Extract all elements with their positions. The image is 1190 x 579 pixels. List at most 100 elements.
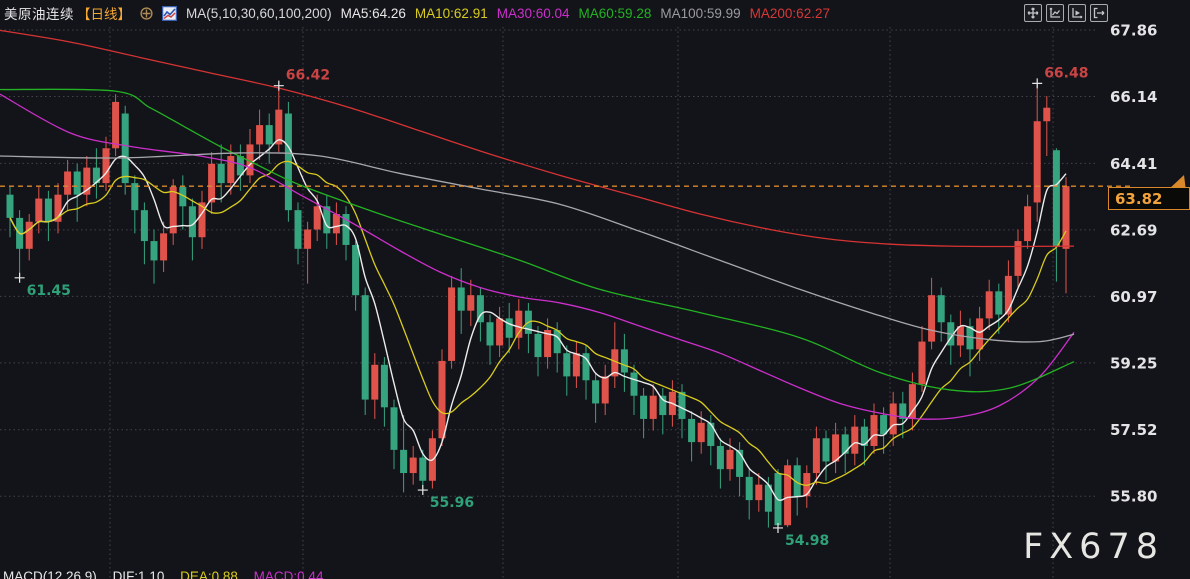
ma30-value: MA30:60.04 [496, 5, 570, 21]
candle [332, 214, 340, 234]
candle [1062, 186, 1070, 249]
candle [304, 229, 312, 249]
exit-panel-button[interactable] [1090, 4, 1108, 22]
candle [342, 214, 350, 245]
axis-tick-label: 59.25 [1110, 354, 1157, 372]
ma5-value: MA5:64.26 [340, 5, 406, 21]
candle [371, 364, 379, 400]
candle [870, 415, 878, 446]
candle [169, 186, 177, 234]
candle [640, 395, 648, 419]
extreme-cross-marker [14, 272, 25, 283]
candle [188, 206, 196, 238]
extreme-cross-marker [773, 522, 783, 533]
indicator-settings-icon[interactable] [140, 6, 153, 20]
axis-tick-label: 60.97 [1110, 288, 1157, 306]
candle [544, 330, 552, 358]
axis-tick-label: 57.52 [1110, 421, 1157, 439]
chart-type-icon[interactable] [162, 5, 177, 21]
candle [592, 380, 600, 404]
candle [160, 233, 168, 261]
candle [227, 156, 235, 184]
candle [112, 101, 120, 149]
candle [659, 395, 667, 416]
candle [649, 395, 657, 419]
period-label: 【日线】 [77, 7, 131, 22]
ma100-line [0, 152, 1075, 343]
candle [35, 198, 43, 222]
candle [563, 353, 571, 377]
candle [899, 403, 907, 419]
candle [1014, 241, 1022, 276]
ma5-line [9, 139, 1067, 502]
candle [476, 295, 484, 323]
candle [438, 360, 446, 439]
candle [419, 457, 427, 481]
ma10-value: MA10:62.91 [414, 5, 488, 21]
candle [985, 291, 993, 319]
chart-header: 美原油连续 【日线】 MA(5,10,30,60,100,200) MA5:64… [0, 0, 1190, 26]
candle [601, 376, 609, 404]
candle [515, 310, 523, 338]
candle [83, 167, 91, 195]
candle [409, 457, 417, 474]
candle [976, 318, 984, 350]
candle [6, 194, 14, 218]
candle [812, 438, 820, 474]
candle [764, 484, 772, 512]
candle [1043, 107, 1051, 122]
candle [275, 109, 283, 145]
candle [457, 287, 465, 311]
candle [889, 403, 897, 435]
axis-tick-label: 55.80 [1110, 488, 1157, 506]
indicator-footer: MACD(12,26,9) DIF:1.10 DEA:0.88 MACD:0.4… [3, 570, 335, 579]
candle [918, 341, 926, 385]
candle [54, 194, 62, 222]
candle [572, 353, 580, 377]
right-axis-chart-button[interactable] [1068, 4, 1086, 22]
candle [534, 333, 542, 358]
candle [937, 295, 945, 323]
candle [620, 349, 628, 373]
price-annotation: 54.98 [785, 533, 829, 549]
candle [841, 434, 849, 454]
candle [486, 322, 494, 346]
candle [256, 125, 264, 145]
candle [726, 449, 734, 470]
candle [217, 163, 225, 184]
candle [496, 318, 504, 346]
candle [553, 330, 561, 354]
dif-value: DIF:1.10 [112, 569, 165, 579]
candle [467, 295, 475, 311]
candle [880, 415, 888, 435]
watermark: FX678 [1023, 527, 1164, 567]
candle [361, 295, 369, 400]
candle [688, 418, 696, 443]
macd-settings-label: MACD(12,26,9) [3, 569, 97, 579]
candle [102, 148, 110, 184]
left-axis-chart-button[interactable] [1046, 4, 1064, 22]
candle [582, 353, 590, 381]
price-annotation: 66.48 [1044, 65, 1088, 81]
extreme-cross-marker [273, 80, 284, 91]
candle [265, 125, 273, 145]
candle [1024, 206, 1032, 242]
candle [716, 445, 724, 470]
candle [400, 449, 408, 474]
axis-tick-label: 66.14 [1110, 88, 1157, 106]
candle [1004, 275, 1012, 315]
candle [736, 449, 744, 477]
candle [793, 465, 801, 497]
pan-tool-button[interactable] [1024, 4, 1042, 22]
axis-tick-label: 64.41 [1110, 155, 1157, 173]
candle [198, 202, 206, 238]
last-price-badge: 63.82 [1108, 187, 1190, 210]
candle [131, 183, 139, 211]
chart-toolbar [1024, 4, 1108, 22]
candle [908, 384, 916, 419]
ma10-line [9, 160, 1067, 486]
extreme-cross-marker [417, 485, 428, 496]
candle [448, 287, 456, 361]
ma200-value: MA200:62.27 [749, 5, 830, 21]
